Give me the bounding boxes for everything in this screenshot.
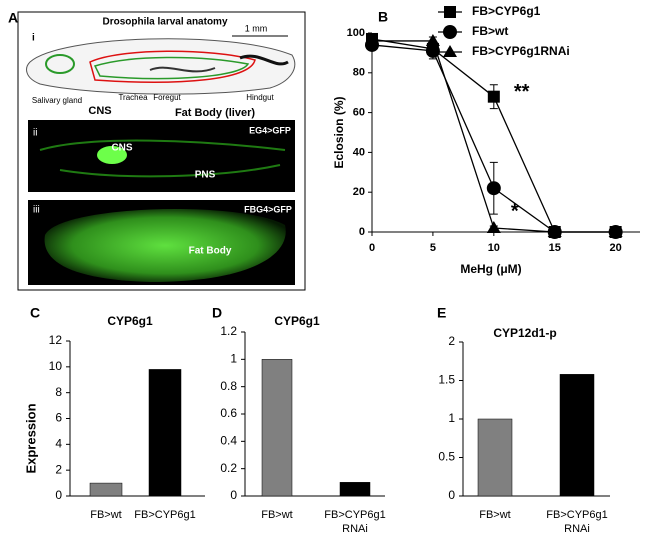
y-tick-label: 0 bbox=[359, 226, 365, 238]
panel-label: E bbox=[437, 305, 446, 321]
y-tick-label: 4 bbox=[55, 437, 62, 451]
y-tick-label: 2 bbox=[448, 334, 455, 348]
gfp-signal bbox=[39, 139, 286, 178]
significance: ** bbox=[514, 81, 530, 103]
x-tick-label: 15 bbox=[549, 242, 561, 254]
bar bbox=[477, 418, 513, 497]
y-tick-label: 1 bbox=[230, 352, 237, 366]
y-tick-label: 0.4 bbox=[220, 434, 237, 448]
marker bbox=[487, 90, 500, 103]
y-tick-label: 0 bbox=[55, 488, 62, 502]
x-tick-label: FB>wt bbox=[90, 509, 122, 521]
x-tick-label: FB>wt bbox=[479, 509, 511, 521]
x-tick-label: FB>CYP6g1 bbox=[134, 509, 196, 521]
image-label: CNS bbox=[111, 143, 132, 154]
x-tick-label: 0 bbox=[369, 242, 375, 254]
chart-title: CYP6g1 bbox=[107, 314, 153, 328]
anatomy-label: Fat Body (liver) bbox=[175, 107, 255, 119]
anatomy-title: Drosophila larval anatomy bbox=[102, 17, 227, 28]
marker bbox=[365, 33, 379, 46]
y-axis-label: Expression bbox=[23, 403, 38, 473]
micrograph-ii bbox=[28, 120, 295, 192]
bar bbox=[261, 359, 293, 497]
y-tick-label: 100 bbox=[347, 27, 365, 39]
bar bbox=[89, 482, 123, 497]
image-tag: EG4>GFP bbox=[249, 125, 291, 135]
y-axis-label: Eclosion (%) bbox=[332, 96, 346, 168]
image-label: PNS bbox=[195, 170, 216, 181]
marker bbox=[425, 43, 440, 58]
legend-label: FB>CYP6g1 bbox=[472, 4, 541, 18]
image-label: Fat Body bbox=[189, 246, 232, 257]
marker bbox=[486, 181, 501, 196]
chart-title: CYP12d1-p bbox=[493, 326, 556, 340]
x-tick-label: 5 bbox=[430, 242, 436, 254]
y-tick-label: 1.5 bbox=[438, 373, 455, 387]
sub-label: i bbox=[32, 33, 35, 44]
anatomy-label: Hindgut bbox=[246, 93, 274, 102]
y-tick-label: 0.5 bbox=[438, 450, 455, 464]
y-tick-label: 20 bbox=[353, 186, 365, 198]
y-tick-label: 8 bbox=[55, 385, 62, 399]
anatomy-label: Trachea bbox=[118, 93, 148, 102]
anatomy-label: Foregut bbox=[153, 93, 181, 102]
y-tick-label: 1 bbox=[448, 411, 455, 425]
y-tick-label: 0 bbox=[448, 488, 455, 502]
marker bbox=[547, 225, 562, 237]
gfp-signal bbox=[97, 146, 127, 164]
marker bbox=[425, 33, 440, 46]
panel-label: C bbox=[30, 305, 40, 321]
x-axis-label: MeHg (μM) bbox=[460, 262, 521, 276]
y-tick-label: 6 bbox=[55, 411, 62, 425]
legend-label: FB>wt bbox=[472, 24, 508, 38]
significance: * bbox=[511, 201, 519, 223]
chart-title: CYP6g1 bbox=[274, 314, 320, 328]
y-tick-label: 2 bbox=[55, 462, 62, 476]
bar bbox=[148, 369, 182, 497]
y-tick-label: 12 bbox=[49, 333, 63, 347]
x-tick-label: FB>CYP6g1 RNAi bbox=[546, 509, 608, 535]
legend-marker bbox=[443, 25, 457, 39]
legend-label: FB>CYP6g1RNAi bbox=[472, 44, 570, 58]
y-tick-label: 0 bbox=[230, 488, 237, 502]
panel-label: B bbox=[378, 9, 388, 25]
x-tick-label: FB>wt bbox=[261, 509, 293, 521]
scale-label: 1 mm bbox=[245, 23, 268, 33]
x-tick-label: FB>CYP6g1 RNAi bbox=[324, 509, 386, 535]
panel-label: A bbox=[8, 10, 18, 26]
bar bbox=[339, 482, 371, 497]
anatomy-label: Salivary gland bbox=[32, 96, 82, 105]
bar bbox=[559, 374, 595, 497]
panel-a-frame bbox=[17, 11, 306, 291]
y-tick-label: 80 bbox=[353, 67, 365, 79]
sub-label: iii bbox=[33, 205, 40, 216]
y-tick-label: 10 bbox=[49, 359, 63, 373]
gfp-signal bbox=[44, 208, 286, 282]
y-tick-label: 0.8 bbox=[220, 379, 237, 393]
y-tick-label: 0.6 bbox=[220, 406, 237, 420]
y-tick-label: 60 bbox=[353, 107, 365, 119]
marker bbox=[486, 221, 501, 234]
legend-marker bbox=[443, 45, 457, 57]
x-tick-label: 10 bbox=[488, 242, 500, 254]
x-tick-label: 20 bbox=[610, 242, 622, 254]
y-tick-label: 40 bbox=[353, 146, 365, 158]
legend-marker bbox=[444, 6, 456, 18]
panel-label: D bbox=[212, 305, 222, 321]
anatomy-label: CNS bbox=[88, 105, 111, 117]
marker bbox=[608, 225, 623, 237]
y-tick-label: 1.2 bbox=[220, 324, 237, 338]
sub-label: ii bbox=[33, 128, 37, 139]
larva-drawing bbox=[26, 38, 296, 95]
y-tick-label: 0.2 bbox=[220, 461, 237, 475]
image-tag: FBG4>GFP bbox=[244, 204, 292, 214]
